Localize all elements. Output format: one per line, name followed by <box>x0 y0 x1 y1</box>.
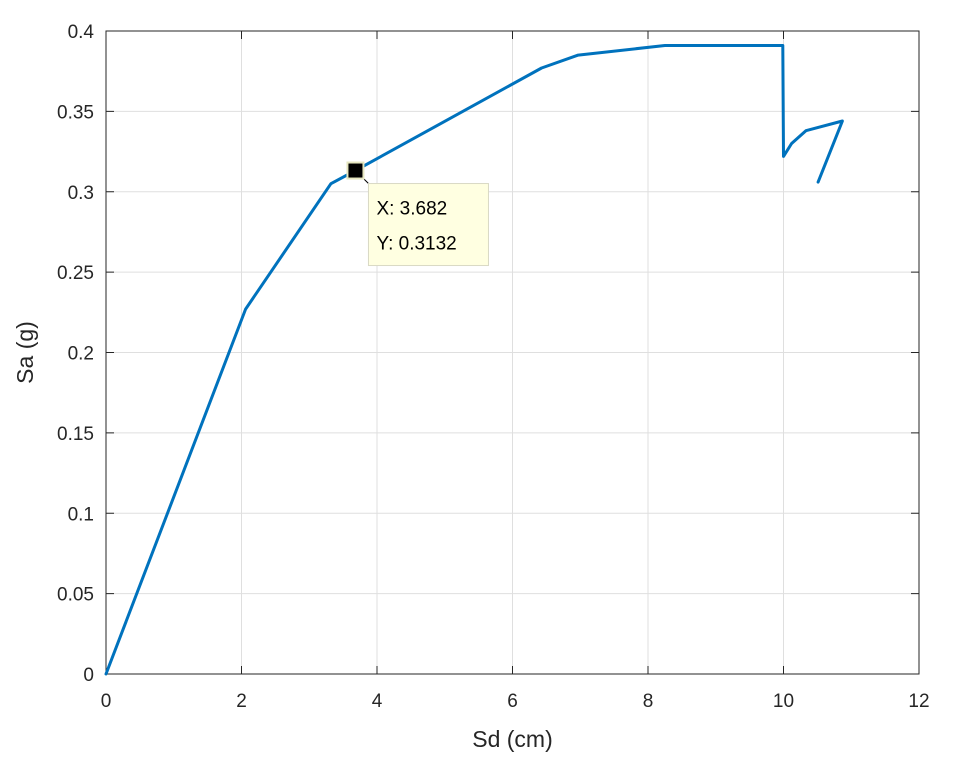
y-tick-label: 0.3 <box>68 183 94 204</box>
data-tip-x-text: X: 3.682 <box>376 199 447 220</box>
data-tip-y-text: Y: 0.3132 <box>376 234 456 255</box>
data-tip-box[interactable] <box>367 183 489 267</box>
y-tick-label: 0.4 <box>68 22 95 43</box>
data-tip-marker[interactable] <box>346 161 365 180</box>
x-tick-label: 6 <box>507 691 518 712</box>
y-axis-label: Sa (g) <box>12 321 38 384</box>
x-tick-label: 0 <box>101 691 112 712</box>
x-tick-label: 4 <box>372 691 383 712</box>
x-tick-labels: 0 2 4 6 8 10 12 <box>101 691 930 712</box>
y-tick-label: 0.1 <box>68 504 94 525</box>
y-tick-labels: 0 0.05 0.1 0.15 0.2 0.25 0.3 0.35 0.4 <box>57 22 94 686</box>
y-tick-label: 0.35 <box>57 102 94 123</box>
x-axis-label: Sd (cm) <box>472 726 553 752</box>
series-line <box>104 44 844 676</box>
data-tip[interactable]: X: 3.682 Y: 0.3132 <box>346 161 489 267</box>
tick-marks <box>105 30 920 675</box>
x-tick-label: 12 <box>908 691 929 712</box>
x-tick-label: 2 <box>236 691 247 712</box>
y-tick-label: 0.25 <box>57 263 94 284</box>
y-tick-label: 0.2 <box>68 344 94 365</box>
y-tick-label: 0.15 <box>57 424 94 445</box>
x-tick-label: 10 <box>773 691 794 712</box>
y-tick-label: 0 <box>83 665 94 686</box>
x-tick-label: 8 <box>643 691 654 712</box>
y-tick-label: 0.05 <box>57 585 94 606</box>
